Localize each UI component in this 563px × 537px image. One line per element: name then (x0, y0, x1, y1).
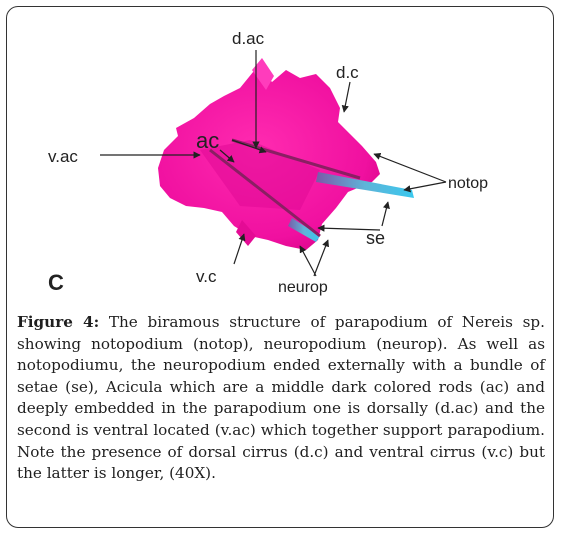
neurop-pointer-2 (313, 239, 330, 277)
label-d-c: d.c (336, 63, 359, 82)
v-c-pointer (233, 233, 246, 265)
se-pointer-2 (317, 224, 381, 232)
notop-pointer-2 (403, 181, 447, 193)
label-notop: notop (448, 175, 488, 192)
ventral-lobe (236, 220, 256, 246)
ac-pointer-2 (231, 139, 267, 154)
notop-pointer-1 (373, 152, 447, 183)
dorsal-lobe (252, 58, 274, 90)
label-v-ac: v.ac (48, 147, 78, 166)
label-ac: ac (196, 128, 219, 153)
label-d-ac: d.ac (232, 29, 265, 48)
caption-text: The biramous structure of parapodium of … (17, 313, 545, 483)
neurop-pointer-1 (299, 245, 317, 277)
label-se: se (366, 228, 385, 248)
label-v-c: v.c (196, 267, 217, 286)
figure-caption: Figure 4: The biramous structure of para… (17, 312, 545, 485)
d-c-pointer (341, 81, 351, 113)
se-pointer-1 (381, 201, 390, 227)
panel-letter: C (48, 270, 64, 295)
label-neurop: neurop (278, 279, 328, 296)
notopodial-setae (316, 172, 414, 198)
ac-pointer-1 (219, 149, 235, 163)
ventral-aciculum (209, 148, 321, 238)
neuropodial-setae (288, 218, 320, 242)
figure-label: Figure 4: (17, 313, 100, 331)
parapodium-micrograph: d.ac d.c ac v.ac notop se v.c neurop C (48, 29, 488, 296)
